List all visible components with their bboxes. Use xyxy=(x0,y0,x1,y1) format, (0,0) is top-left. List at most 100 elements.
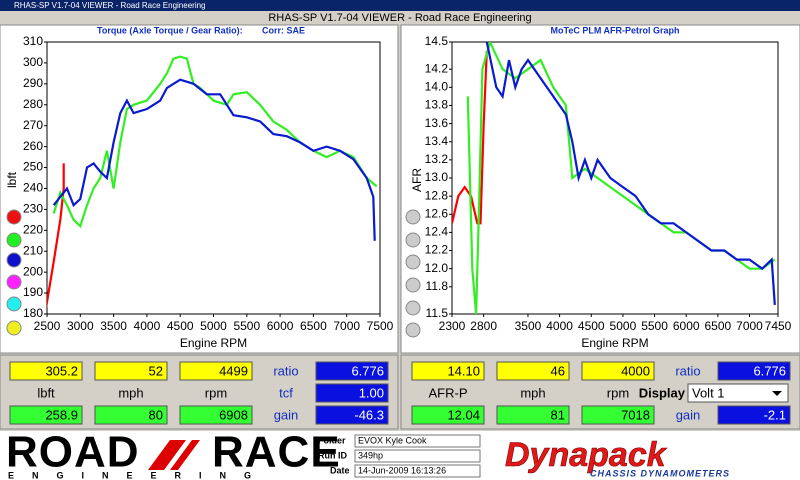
y-tick-label: 12.0 xyxy=(425,261,449,275)
value-box xyxy=(179,405,253,425)
value-text: 81 xyxy=(551,407,565,422)
value-box xyxy=(9,405,83,425)
chart-title: MoTeC PLM AFR-Petrol Graph xyxy=(551,25,680,35)
y-axis-label: AFR xyxy=(410,168,424,192)
value-box xyxy=(581,405,655,425)
series-button[interactable] xyxy=(405,322,421,338)
series-button[interactable] xyxy=(6,232,22,248)
side-label: gain xyxy=(274,407,299,422)
value-text: 12.04 xyxy=(447,407,480,422)
x-tick-label: 6500 xyxy=(705,319,732,333)
y-tick-label: 13.4 xyxy=(425,134,449,148)
value-label: rpm xyxy=(607,385,629,400)
value-text: 7018 xyxy=(621,407,650,422)
side-box xyxy=(717,405,791,425)
value-text: 46 xyxy=(551,363,565,378)
y-tick-label: 12.8 xyxy=(425,188,449,202)
dropdown[interactable] xyxy=(687,383,789,403)
value-box xyxy=(94,405,168,425)
y-tick-label: 290 xyxy=(23,76,43,90)
series-buttons xyxy=(6,209,421,338)
series-button[interactable] xyxy=(6,252,22,268)
value-box xyxy=(581,361,655,381)
side-value: -46.3 xyxy=(354,407,384,422)
y-tick-label: 180 xyxy=(23,306,43,320)
side-value: 6.776 xyxy=(351,363,384,378)
series-line xyxy=(47,163,65,309)
side-box xyxy=(315,405,389,425)
y-tick-label: 270 xyxy=(23,118,43,132)
y-tick-label: 300 xyxy=(23,55,43,69)
x-tick-label: 6000 xyxy=(673,319,700,333)
x-tick-label: 7450 xyxy=(765,319,792,333)
x-tick-label: 6000 xyxy=(267,319,294,333)
y-tick-label: 12.2 xyxy=(425,243,449,257)
series-button[interactable] xyxy=(405,300,421,316)
y-tick-label: 200 xyxy=(23,264,43,278)
value-label: rpm xyxy=(205,385,227,400)
series-line xyxy=(52,78,376,241)
value-box xyxy=(411,361,485,381)
series-button[interactable] xyxy=(405,254,421,270)
info-value: 14-Jun-2009 16:13:26 xyxy=(358,465,446,475)
y-tick-label: 13.6 xyxy=(425,116,449,130)
series-button[interactable] xyxy=(6,320,22,336)
side-value: -2.1 xyxy=(764,407,786,422)
x-tick-label: 4000 xyxy=(546,319,573,333)
logo-word: ROAD xyxy=(6,428,140,477)
side-box xyxy=(315,383,389,403)
x-tick-label: 7000 xyxy=(333,319,360,333)
value-label: mph xyxy=(520,385,545,400)
value-box xyxy=(179,361,253,381)
x-tick-label: 7500 xyxy=(367,319,394,333)
side-label: gain xyxy=(676,407,701,422)
x-tick-label: 2500 xyxy=(34,319,61,333)
chart-subtitle: Corr: SAE xyxy=(262,25,305,35)
info-value: 349hp xyxy=(358,450,383,460)
series-button[interactable] xyxy=(405,232,421,248)
logo-right: Dynapack CHASSIS DYNAMOMETERS xyxy=(505,436,729,479)
x-tick-label: 5500 xyxy=(233,319,260,333)
side-label: ratio xyxy=(273,363,298,378)
x-axis-label: Engine RPM xyxy=(581,336,648,350)
value-text: 80 xyxy=(149,407,163,422)
x-tick-label: 4000 xyxy=(134,319,161,333)
x-tick-label: 2800 xyxy=(470,319,497,333)
x-tick-label: 5000 xyxy=(200,319,227,333)
y-tick-label: 220 xyxy=(23,222,43,236)
series-button[interactable] xyxy=(405,209,421,225)
logo-stripe xyxy=(148,440,186,470)
value-box xyxy=(94,361,168,381)
chart-title: Torque (Axle Torque / Gear Ratio): xyxy=(97,25,243,35)
series-button[interactable] xyxy=(6,296,22,312)
value-text: 6908 xyxy=(219,407,248,422)
y-axis-label: lbft xyxy=(5,171,19,188)
series-button[interactable] xyxy=(6,209,22,225)
window-title: RHAS-SP V1.7-04 VIEWER - Road Race Engin… xyxy=(14,1,206,10)
side-value: 6.776 xyxy=(753,363,786,378)
y-tick-label: 11.8 xyxy=(426,279,449,293)
info-label: Date xyxy=(330,465,350,475)
series-line xyxy=(452,51,488,225)
x-tick-label: 3000 xyxy=(67,319,94,333)
y-tick-label: 11.5 xyxy=(426,306,449,320)
x-tick-label: 4500 xyxy=(167,319,194,333)
y-tick-label: 13.8 xyxy=(425,98,449,112)
y-tick-label: 14.2 xyxy=(425,61,449,75)
info-label: Folder xyxy=(318,435,346,445)
info-label: Run ID xyxy=(318,450,347,460)
info-box xyxy=(354,464,481,478)
y-tick-label: 14.0 xyxy=(425,80,449,94)
side-label: ratio xyxy=(675,363,700,378)
torque-panel xyxy=(0,24,399,354)
value-box xyxy=(496,405,570,425)
x-axis-label: Engine RPM xyxy=(180,336,247,350)
y-tick-label: 230 xyxy=(23,202,43,216)
dropdown-text: Volt 1 xyxy=(692,385,725,400)
series-button[interactable] xyxy=(6,274,22,290)
series-button[interactable] xyxy=(405,277,421,293)
value-text: 4000 xyxy=(621,363,650,378)
value-label: mph xyxy=(118,385,143,400)
info-box xyxy=(354,449,481,463)
